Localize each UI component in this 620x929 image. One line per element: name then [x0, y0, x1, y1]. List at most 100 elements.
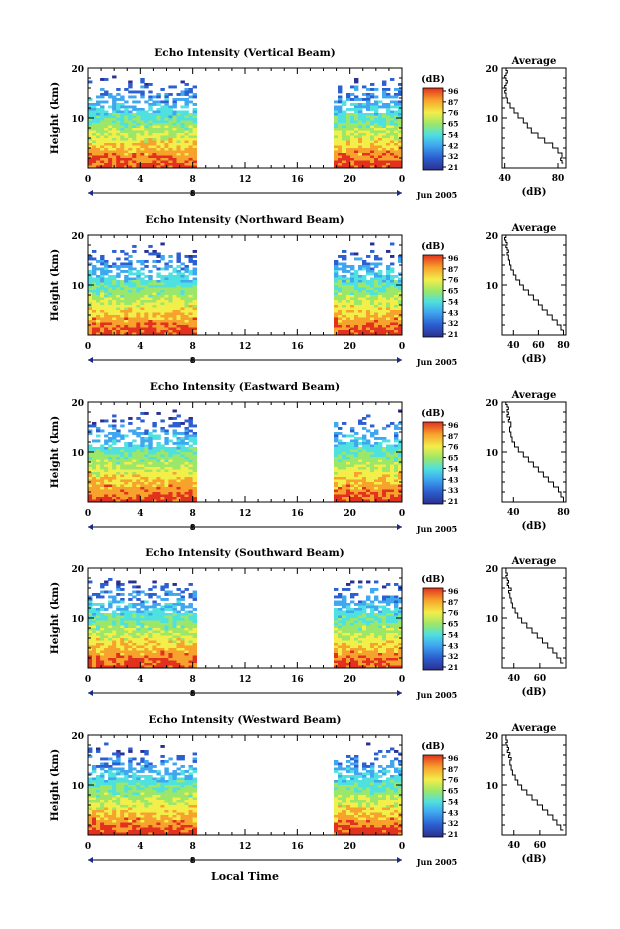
- heatmap-cell: [386, 613, 391, 616]
- heatmap-cell: [176, 143, 181, 146]
- heatmap-cell: [112, 434, 117, 438]
- heatmap-cell: [156, 628, 161, 631]
- heatmap-cell: [128, 660, 133, 664]
- heatmap-cell: [164, 615, 169, 619]
- heatmap-cell: [382, 153, 387, 156]
- heatmap-cell: [108, 469, 113, 473]
- heatmap-cell: [172, 655, 177, 659]
- heatmap-cell: [116, 163, 121, 166]
- heatmap-cell: [394, 297, 399, 301]
- heatmap-cell: [382, 454, 387, 458]
- heatmap-cell: [176, 265, 181, 268]
- heatmap-cell: [120, 262, 125, 266]
- heatmap-cell: [116, 287, 121, 291]
- heatmap-cell: [120, 613, 125, 616]
- heatmap-cell: [164, 655, 169, 659]
- heatmap-cell: [334, 108, 339, 111]
- heatmap-cell: [132, 643, 137, 646]
- heatmap-cell: [378, 454, 383, 458]
- x-tick-label: 0: [85, 342, 91, 352]
- heatmap-cell: [160, 665, 165, 669]
- heatmap-cell: [184, 419, 189, 423]
- heatmap-cell: [140, 287, 145, 291]
- heatmap-cell: [164, 128, 169, 131]
- heatmap-cell: [366, 115, 371, 119]
- heatmap-cell: [378, 275, 383, 278]
- heatmap-cell: [124, 155, 129, 159]
- heatmap-cell: [338, 452, 343, 455]
- heatmap-cell: [350, 125, 355, 129]
- heatmap-cell: [374, 444, 379, 448]
- heatmap-cell: [120, 305, 125, 308]
- heatmap-cell: [180, 615, 185, 619]
- heatmap-cell: [342, 285, 347, 288]
- heatmap-cell: [398, 280, 403, 283]
- heatmap-cell: [164, 322, 169, 326]
- heatmap-cell: [100, 275, 105, 278]
- heatmap-cell: [120, 628, 125, 631]
- heatmap-cell: [96, 148, 101, 151]
- heatmap-cell: [366, 287, 371, 291]
- heatmap-cell: [140, 300, 145, 303]
- heatmap-cell: [334, 148, 339, 151]
- heatmap-cell: [164, 158, 169, 161]
- heatmap-cell: [88, 108, 93, 111]
- heatmap-cell: [358, 479, 363, 483]
- heatmap-cell: [128, 138, 133, 141]
- heatmap-cell: [370, 290, 375, 293]
- heatmap-cell: [140, 412, 145, 415]
- heatmap-cell: [120, 620, 125, 624]
- heatmap-cell: [366, 272, 371, 276]
- heatmap-cell: [132, 457, 137, 460]
- heatmap-cell: [180, 105, 185, 109]
- heatmap-cell: [334, 135, 339, 139]
- heatmap-cell: [374, 262, 379, 266]
- heatmap-cell: [354, 143, 359, 146]
- heatmap-cell: [172, 615, 177, 619]
- heatmap-cell: [88, 305, 93, 308]
- heatmap-cell: [172, 605, 177, 609]
- heatmap-cell: [88, 608, 93, 611]
- heatmap-cell: [108, 630, 113, 634]
- heatmap-cell: [342, 613, 347, 616]
- heatmap-cell: [168, 474, 173, 478]
- heatmap-cell: [124, 615, 129, 619]
- heatmap-cell: [188, 492, 193, 495]
- heatmap-cell: [176, 489, 181, 493]
- heatmap-cell: [112, 285, 117, 288]
- heatmap-cell: [108, 270, 113, 273]
- heatmap-cell: [148, 320, 153, 323]
- heatmap-cell: [148, 302, 153, 306]
- heatmap-cell: [160, 325, 165, 328]
- heatmap-cell: [358, 108, 363, 111]
- heatmap-cell: [398, 464, 403, 468]
- heatmap-cell: [88, 290, 93, 293]
- heatmap-cell: [160, 474, 165, 478]
- heatmap-cell: [112, 103, 117, 106]
- heatmap-cell: [124, 494, 129, 498]
- heatmap-cell: [148, 663, 153, 666]
- heatmap-cell: [92, 474, 97, 478]
- heatmap-cell: [334, 489, 339, 493]
- heatmap-cell: [128, 494, 133, 498]
- heatmap-cell: [104, 312, 109, 316]
- heatmap-cell: [370, 165, 375, 169]
- heatmap-cell: [358, 138, 363, 141]
- heatmap-cell: [148, 123, 153, 126]
- heatmap-cell: [338, 160, 343, 164]
- heatmap-cell: [116, 297, 121, 301]
- heatmap-cell: [92, 145, 97, 149]
- heatmap-cell: [176, 467, 181, 470]
- heatmap-cell: [96, 462, 101, 465]
- heatmap-cell: [382, 155, 387, 159]
- heatmap-cell: [176, 422, 181, 425]
- heatmap-cell: [136, 290, 141, 293]
- heatmap-cell: [398, 422, 403, 425]
- heatmap-cell: [382, 320, 387, 323]
- heatmap-cell: [168, 327, 173, 331]
- heatmap-cell: [370, 145, 375, 149]
- heatmap-cell: [88, 630, 93, 634]
- heatmap-cell: [338, 464, 343, 468]
- heatmap-cell: [188, 282, 193, 286]
- heatmap-cell: [338, 467, 343, 470]
